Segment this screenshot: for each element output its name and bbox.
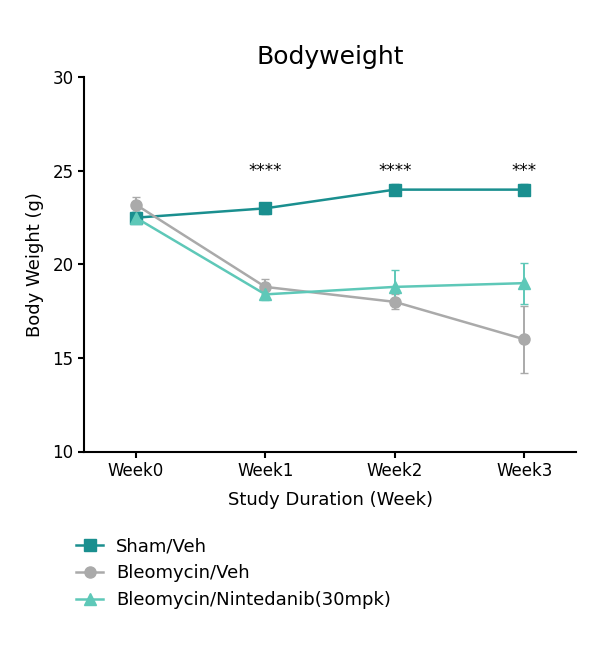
Title: Bodyweight: Bodyweight bbox=[256, 45, 404, 68]
Text: ****: **** bbox=[378, 163, 412, 181]
Legend: Sham/Veh, Bleomycin/Veh, Bleomycin/Nintedanib(30mpk): Sham/Veh, Bleomycin/Veh, Bleomycin/Ninte… bbox=[69, 530, 398, 617]
Text: ***: *** bbox=[512, 163, 537, 181]
X-axis label: Study Duration (Week): Study Duration (Week) bbox=[227, 491, 433, 509]
Text: ****: **** bbox=[248, 163, 282, 181]
Y-axis label: Body Weight (g): Body Weight (g) bbox=[26, 192, 44, 337]
